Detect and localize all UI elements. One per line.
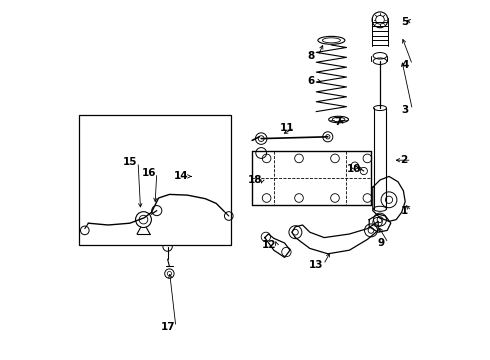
Text: 5: 5 xyxy=(401,17,409,27)
Text: 1: 1 xyxy=(400,206,408,216)
Text: 18: 18 xyxy=(247,175,262,185)
Text: 2: 2 xyxy=(400,155,408,165)
Text: 4: 4 xyxy=(401,60,409,70)
Text: 7: 7 xyxy=(334,117,341,127)
Text: 14: 14 xyxy=(173,171,188,181)
Text: 3: 3 xyxy=(401,105,409,115)
Text: 11: 11 xyxy=(280,123,294,133)
Text: 15: 15 xyxy=(123,157,138,167)
Bar xyxy=(79,115,231,245)
Text: 13: 13 xyxy=(309,260,323,270)
Text: 9: 9 xyxy=(377,238,384,248)
Text: 12: 12 xyxy=(262,240,276,250)
Text: 8: 8 xyxy=(307,51,314,61)
Text: 17: 17 xyxy=(161,322,175,332)
Text: 10: 10 xyxy=(346,164,361,174)
Text: 16: 16 xyxy=(142,168,156,178)
Text: 6: 6 xyxy=(307,76,314,86)
